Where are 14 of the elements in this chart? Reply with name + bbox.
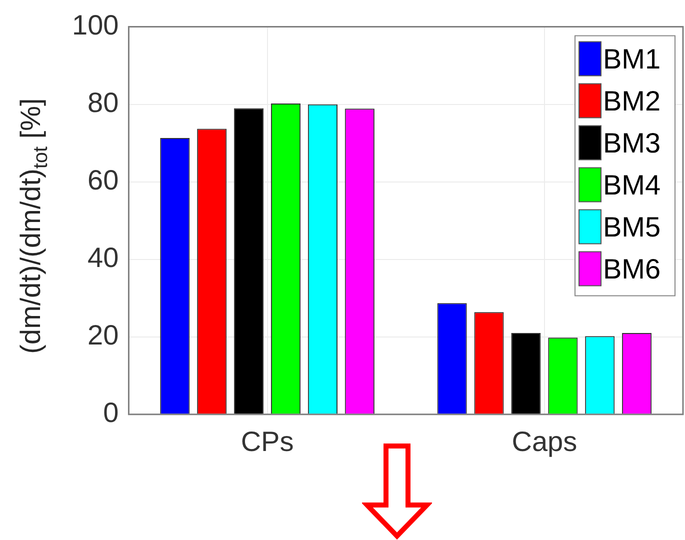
legend-label: BM1 [603, 44, 661, 75]
legend-label: BM3 [603, 128, 661, 159]
y-tick-label: 100 [72, 10, 119, 41]
y-tick-label: 20 [88, 320, 119, 351]
legend-label: BM2 [603, 86, 661, 117]
legend-label: BM6 [603, 254, 661, 285]
x-tick-label: Caps [512, 426, 578, 457]
legend-label: BM5 [603, 212, 661, 243]
legend-label: BM4 [603, 170, 661, 201]
y-tick-label: 0 [103, 397, 119, 428]
x-tick-label: CPs [240, 426, 294, 457]
y-tick-label: 40 [88, 242, 119, 274]
y-tick-label: 60 [88, 164, 119, 196]
y-tick-label: 80 [88, 87, 119, 118]
